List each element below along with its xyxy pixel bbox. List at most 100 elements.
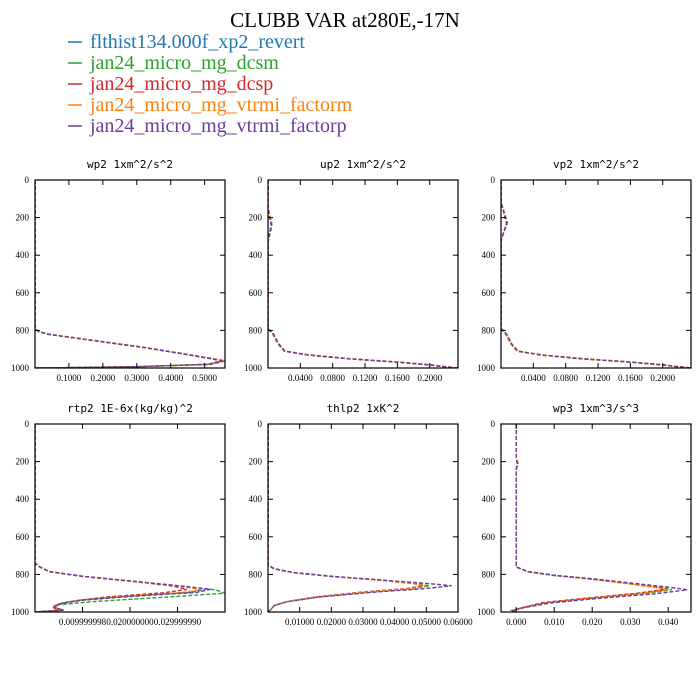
legend-label: flthist134.000f_xp2_revert bbox=[90, 31, 305, 53]
series-line-5 bbox=[501, 180, 691, 368]
series-line-5 bbox=[35, 424, 211, 612]
panel-1: wp2 1xm^2/s^2 0 200 400 600 800 1000 0.1000 0.20… bbox=[11, 158, 226, 383]
y-tick-label: 400 bbox=[482, 250, 496, 260]
y-tick-label: 200 bbox=[482, 457, 496, 467]
series-line-2 bbox=[35, 424, 225, 612]
series-line-1 bbox=[510, 424, 669, 612]
series-group bbox=[268, 424, 452, 612]
series-line-3 bbox=[35, 424, 188, 612]
y-tick-label: 800 bbox=[16, 325, 30, 335]
x-tick-label: 0.0400 bbox=[521, 373, 546, 383]
y-tick-label: 1000 bbox=[11, 363, 30, 373]
y-tick-label: 0 bbox=[258, 419, 263, 429]
series-line-4 bbox=[268, 424, 427, 612]
x-tick-label: 0.1200 bbox=[353, 373, 378, 383]
x-tick-label: 0.009999998 bbox=[59, 617, 107, 627]
series-line-3 bbox=[268, 424, 424, 612]
x-tick-label: 0.0800 bbox=[553, 373, 578, 383]
figure-title: CLUBB VAR at280E,-17N bbox=[230, 8, 460, 32]
plot-frame bbox=[267, 423, 459, 613]
series-group bbox=[501, 180, 691, 368]
y-tick-label: 1000 bbox=[244, 363, 263, 373]
series-line-5 bbox=[268, 180, 458, 368]
panel-title: rtp2 1E-6x(kg/kg)^2 bbox=[67, 402, 193, 415]
series-line-3 bbox=[501, 180, 691, 368]
series-line-2 bbox=[268, 424, 430, 612]
x-tick-label: 0.5000 bbox=[192, 373, 217, 383]
series-line-1 bbox=[268, 180, 458, 368]
series-line-1 bbox=[35, 180, 222, 368]
x-tick-label: 0.000 bbox=[506, 617, 527, 627]
x-tick-label: 0.01000 bbox=[285, 617, 315, 627]
y-tick-label: 400 bbox=[249, 494, 263, 504]
x-tick-label: 0.05000 bbox=[412, 617, 442, 627]
series-line-5 bbox=[268, 424, 452, 612]
y-tick-label: 200 bbox=[482, 213, 496, 223]
y-tick-label: 600 bbox=[482, 288, 496, 298]
plot-frame bbox=[34, 423, 226, 613]
panel-5: thlp2 1xK^2 0 200 400 600 800 1000 0.01000 0.020… bbox=[244, 402, 473, 627]
series-group bbox=[35, 180, 225, 368]
x-tick-label: 0.2000 bbox=[417, 373, 442, 383]
y-tick-label: 600 bbox=[16, 532, 30, 542]
series-line-4 bbox=[501, 180, 691, 368]
panel-4: rtp2 1E-6x(kg/kg)^2 0 200 400 600 800 1000 0.00… bbox=[11, 402, 226, 627]
panel-3: vp2 1xm^2/s^2 0 200 400 600 800 1000 0.0400 0.08… bbox=[477, 158, 692, 383]
y-tick-label: 400 bbox=[16, 250, 30, 260]
x-tick-label: 0.04000 bbox=[380, 617, 410, 627]
series-line-5 bbox=[35, 180, 222, 368]
series-line-1 bbox=[501, 180, 691, 368]
x-tick-label: 0.1600 bbox=[618, 373, 643, 383]
x-tick-label: 0.1600 bbox=[385, 373, 410, 383]
y-tick-label: 600 bbox=[16, 288, 30, 298]
y-tick-label: 0 bbox=[25, 419, 30, 429]
y-tick-label: 800 bbox=[249, 569, 263, 579]
x-tick-label: 0.0400 bbox=[288, 373, 313, 383]
plot-frame bbox=[267, 179, 459, 369]
x-tick-label: 0.029999990 bbox=[154, 617, 202, 627]
y-tick-label: 200 bbox=[16, 213, 30, 223]
x-tick-label: 0.040 bbox=[658, 617, 679, 627]
series-line-4 bbox=[268, 180, 458, 368]
y-tick-label: 800 bbox=[482, 325, 496, 335]
series-line-3 bbox=[268, 180, 458, 368]
series-line-2 bbox=[501, 180, 691, 368]
x-tick-label: 0.1000 bbox=[57, 373, 82, 383]
y-tick-label: 600 bbox=[249, 288, 263, 298]
x-tick-label: 0.0800 bbox=[320, 373, 345, 383]
x-tick-label: 0.02000 bbox=[317, 617, 347, 627]
y-tick-label: 0 bbox=[491, 175, 496, 185]
y-tick-label: 800 bbox=[249, 325, 263, 335]
y-tick-label: 200 bbox=[16, 457, 30, 467]
panel-2: up2 1xm^2/s^2 0 200 400 600 800 1000 0.0400 0.08… bbox=[244, 158, 459, 383]
plot-frame bbox=[500, 179, 692, 369]
panel-title: vp2 1xm^2/s^2 bbox=[553, 158, 639, 171]
series-line-1 bbox=[268, 424, 427, 612]
panel-title: thlp2 1xK^2 bbox=[327, 402, 400, 415]
panel-title: up2 1xm^2/s^2 bbox=[320, 158, 406, 171]
x-tick-label: 0.1200 bbox=[586, 373, 611, 383]
series-group bbox=[35, 424, 225, 612]
series-group bbox=[510, 424, 688, 612]
y-tick-label: 0 bbox=[25, 175, 30, 185]
x-tick-label: 0.2000 bbox=[90, 373, 115, 383]
x-tick-label: 0.020000000 bbox=[106, 617, 154, 627]
series-line-4 bbox=[35, 424, 202, 612]
series-line-5 bbox=[510, 424, 688, 612]
panel-title: wp2 1xm^2/s^2 bbox=[87, 158, 173, 171]
panel-title: wp3 1xm^3/s^3 bbox=[553, 402, 639, 415]
legend: flthist134.000f_xp2_revert jan24_micro_mg… bbox=[68, 31, 353, 137]
panels: wp2 1xm^2/s^2 0 200 400 600 800 1000 0.1000 0.20… bbox=[11, 158, 692, 627]
legend-label: jan24_micro_mg_vtrmi_factorp bbox=[89, 115, 347, 137]
y-tick-label: 800 bbox=[16, 569, 30, 579]
plot-frame bbox=[500, 423, 692, 613]
y-tick-label: 1000 bbox=[477, 607, 496, 617]
series-line-2 bbox=[268, 180, 458, 368]
y-tick-label: 200 bbox=[249, 457, 263, 467]
y-tick-label: 400 bbox=[482, 494, 496, 504]
series-line-4 bbox=[510, 424, 669, 612]
panel-6: wp3 1xm^3/s^3 0 200 400 600 800 1000 0.000 0.010… bbox=[477, 402, 692, 627]
series-line-1 bbox=[35, 424, 207, 612]
y-tick-label: 0 bbox=[258, 175, 263, 185]
